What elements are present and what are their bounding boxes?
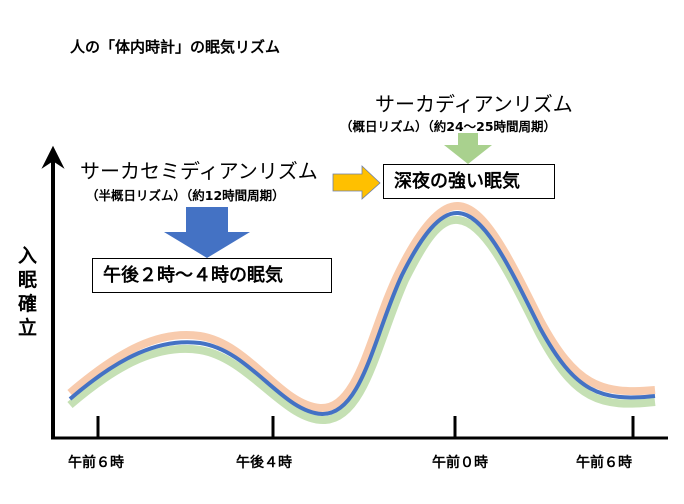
circadian-rhythm-sub: （概日リズム）（約24～25時間周期） (340, 119, 557, 134)
semicircadian-rhythm-label: サーカセミディアンリズム (80, 159, 318, 183)
orange-right-arrow-icon (332, 165, 381, 200)
y-axis-label: 入眠確立 (18, 245, 38, 339)
diagram-title: 人の「体内時計」の眠気リズム (70, 38, 281, 56)
night-sleepiness-box: 深夜の強い眠気 (383, 164, 555, 199)
curve-circadian-orange (67, 202, 656, 413)
x-tick-label: 午後４時 (236, 455, 292, 471)
circadian-rhythm-label: サーカディアンリズム (375, 92, 573, 116)
semicircadian-rhythm-sub: （半概日リズム）（約12時間周期） (86, 188, 285, 203)
x-tick-label: 午前６時 (576, 455, 632, 471)
curve-semicircadian-blue (68, 211, 656, 417)
green-down-arrow-icon (444, 133, 492, 164)
curve-circadian-green (67, 215, 656, 425)
blue-down-arrow-icon (164, 207, 250, 258)
afternoon-sleepiness-box: 午後２時～４時の眠気 (92, 258, 332, 293)
x-tick-label: 午前６時 (68, 455, 124, 471)
y-axis-arrowhead (41, 145, 65, 169)
x-tick-label: 午前０時 (432, 455, 488, 471)
